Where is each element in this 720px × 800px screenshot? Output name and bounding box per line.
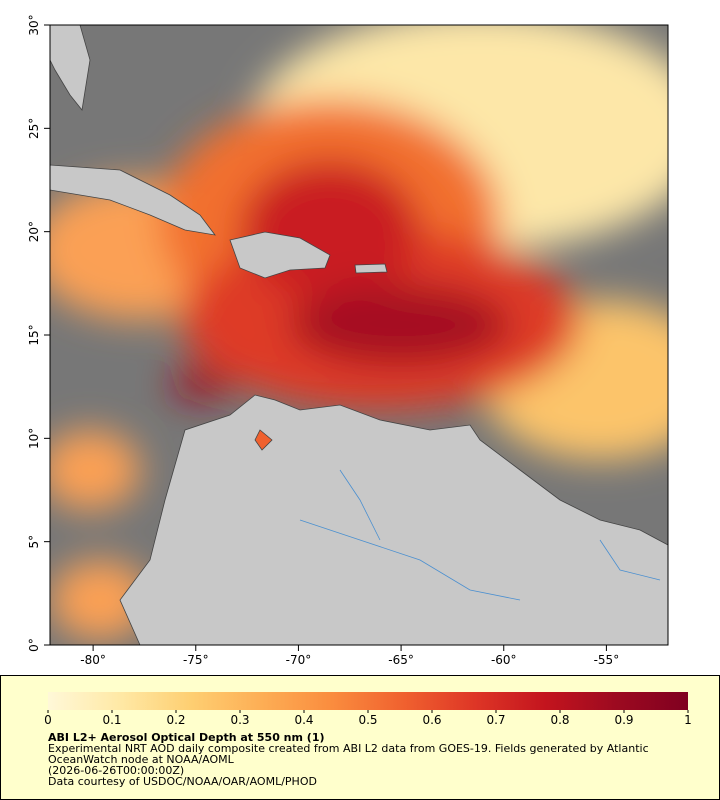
colorbar-tick-label: 0.7 xyxy=(486,713,505,727)
caption-credit: Data courtesy of USDOC/NOAA/OAR/AOML/PHO… xyxy=(48,775,317,788)
x-tick-label: -65° xyxy=(388,653,414,667)
caption-time: (2026-06-26T00:00:00Z) xyxy=(48,764,185,777)
map: 0 0.1 0.2 0.3 0.4 0.5 0.6 0.7 0.8 0.9 1 -80° -75° -7… xyxy=(27,14,692,727)
y-tick-label: 0° xyxy=(27,638,41,652)
colorbar-tick-label: 0.8 xyxy=(550,713,569,727)
x-tick-label: -70° xyxy=(286,653,312,667)
colorbar-tick-label: 0.9 xyxy=(614,713,633,727)
land xyxy=(50,25,668,645)
colorbar-tick-label: 0.2 xyxy=(166,713,185,727)
y-tick-label: 15° xyxy=(27,324,41,345)
y-tick-label: 30° xyxy=(27,14,41,35)
caption-description: Experimental NRT AOD daily composite cre… xyxy=(48,742,649,766)
x-tick-label: -75° xyxy=(183,653,209,667)
y-tick-label: 5° xyxy=(27,535,41,549)
y-tick-label: 20° xyxy=(27,221,41,242)
y-tick-label: 10° xyxy=(27,428,41,449)
rivers xyxy=(299,469,661,601)
colorbar: 0 0.1 0.2 0.3 0.4 0.5 0.6 0.7 0.8 0.9 1 xyxy=(44,692,692,727)
caption: ABI L2+ Aerosol Optical Depth at 550 nm … xyxy=(48,732,678,787)
aod-field xyxy=(50,25,668,640)
colorbar-tick-label: 0.5 xyxy=(358,713,377,727)
colorbar-tick-label: 0.3 xyxy=(230,713,249,727)
colorbar-tick-label: 0.4 xyxy=(294,713,313,727)
colorbar-tick-label: 0.1 xyxy=(102,713,121,727)
colorbar-tick-label: 0.6 xyxy=(422,713,441,727)
x-tick-label: -55° xyxy=(594,653,620,667)
x-tick-label: -60° xyxy=(491,653,517,667)
colorbar-tick-label: 1 xyxy=(684,713,692,727)
caption-title: ABI L2+ Aerosol Optical Depth at 550 nm … xyxy=(48,731,325,744)
y-tick-label: 25° xyxy=(27,118,41,139)
map-image xyxy=(50,25,668,645)
colorbar-tick-label: 0 xyxy=(44,713,52,727)
x-tick-label: -80° xyxy=(80,653,106,667)
colorbar-gradient xyxy=(48,692,688,710)
